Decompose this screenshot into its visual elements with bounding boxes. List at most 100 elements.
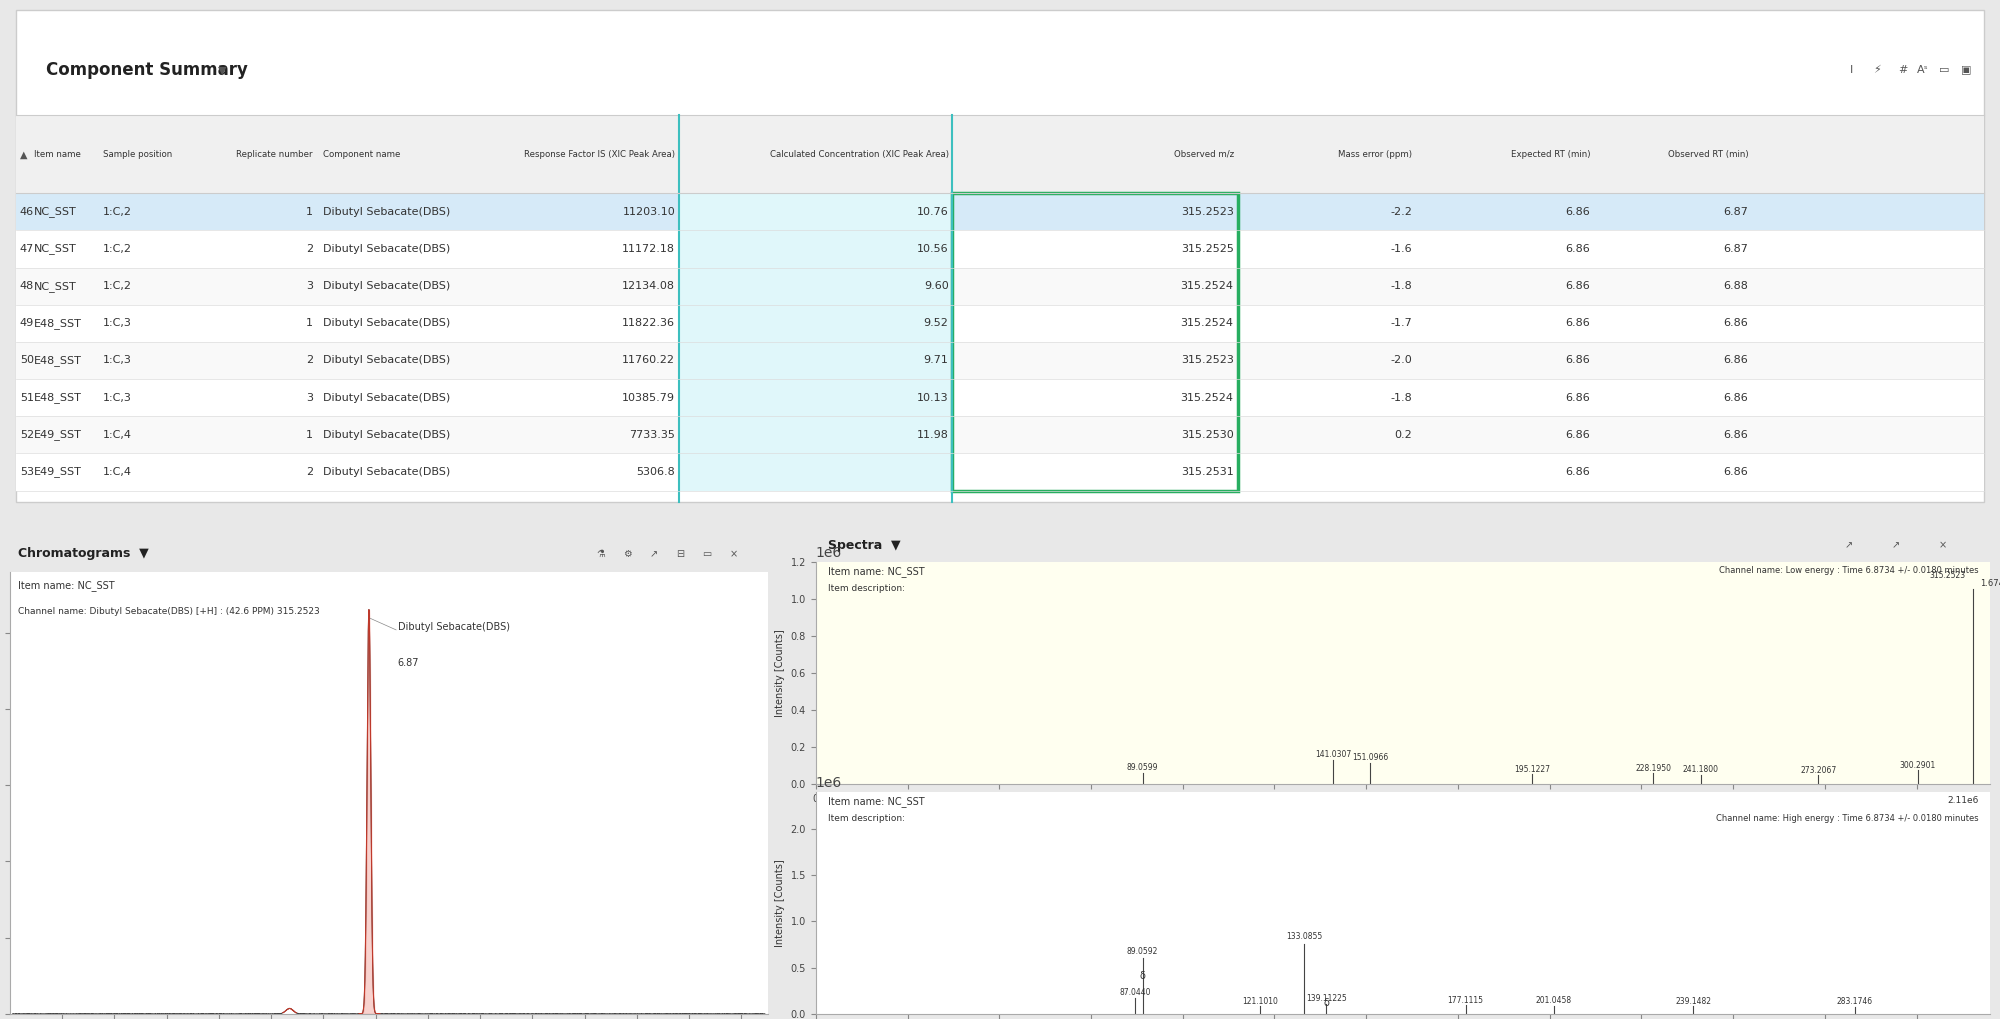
Text: Channel name: Dibutyl Sebacate(DBS) [+H] : (42.6 PPM) 315.2523: Channel name: Dibutyl Sebacate(DBS) [+H]…: [18, 607, 320, 615]
Text: Channel name: High energy : Time 6.8734 +/- 0.0180 minutes: Channel name: High energy : Time 6.8734 …: [1716, 814, 1978, 823]
Y-axis label: Intensity [Counts]: Intensity [Counts]: [776, 859, 786, 947]
Text: 87.0440: 87.0440: [1120, 988, 1150, 998]
Bar: [16, 453, 1984, 490]
Bar: [16, 379, 1984, 416]
Text: Component Summary: Component Summary: [46, 61, 248, 79]
Text: 283.1746: 283.1746: [1836, 998, 1872, 1007]
Text: 1:C,2: 1:C,2: [104, 244, 132, 254]
Text: NC_SST: NC_SST: [34, 244, 76, 255]
Text: 1:C,3: 1:C,3: [104, 356, 132, 366]
Bar: [680, 305, 952, 342]
Text: 201.0458: 201.0458: [1536, 997, 1572, 1006]
Text: 300.2901: 300.2901: [1900, 761, 1936, 769]
Text: 1: 1: [306, 318, 312, 328]
Text: 6.86: 6.86: [1566, 430, 1590, 440]
Text: Observed RT (min): Observed RT (min): [1668, 150, 1748, 159]
Text: 89.0592: 89.0592: [1126, 947, 1158, 956]
Text: 315.2523: 315.2523: [1930, 571, 1966, 580]
Text: E48_SST: E48_SST: [34, 392, 82, 404]
Text: 6.86: 6.86: [1566, 207, 1590, 217]
Text: Replicate number: Replicate number: [236, 150, 312, 159]
Text: 1:C,3: 1:C,3: [104, 392, 132, 403]
Text: 11.98: 11.98: [916, 430, 948, 440]
Bar: [680, 194, 952, 230]
Text: 89.0599: 89.0599: [1126, 763, 1158, 772]
Text: 273.2067: 273.2067: [1800, 765, 1836, 774]
Text: Dibutyl Sebacate(DBS): Dibutyl Sebacate(DBS): [322, 244, 450, 254]
Text: 10.13: 10.13: [916, 392, 948, 403]
Bar: [16, 342, 1984, 379]
Text: 315.2531: 315.2531: [1180, 467, 1234, 477]
Text: ×: ×: [730, 549, 738, 558]
Text: 6.86: 6.86: [1724, 318, 1748, 328]
Bar: [16, 416, 1984, 453]
Bar: [680, 268, 952, 305]
Text: 50: 50: [20, 356, 34, 366]
Text: NC_SST: NC_SST: [34, 280, 76, 291]
Text: 315.2524: 315.2524: [1180, 318, 1234, 328]
Text: 6.86: 6.86: [1566, 281, 1590, 291]
Text: 133.0855: 133.0855: [1286, 932, 1322, 941]
Text: Expected RT (min): Expected RT (min): [1510, 150, 1590, 159]
Text: ▭: ▭: [702, 549, 712, 558]
Text: I: I: [1850, 65, 1854, 75]
Text: ⊟: ⊟: [676, 549, 684, 558]
Text: 5306.8: 5306.8: [636, 467, 676, 477]
Text: 6.86: 6.86: [1566, 467, 1590, 477]
Text: ×: ×: [1938, 540, 1948, 550]
Text: Mass error (ppm): Mass error (ppm): [1338, 150, 1412, 159]
Text: Item description:: Item description:: [828, 814, 904, 823]
Text: ↗: ↗: [1846, 540, 1854, 550]
Text: 53: 53: [20, 467, 34, 477]
Bar: [680, 453, 952, 490]
Text: ↗: ↗: [1892, 540, 1900, 550]
Text: 6.86: 6.86: [1566, 244, 1590, 254]
Text: Item name: Item name: [34, 150, 80, 159]
Text: 139.11225: 139.11225: [1306, 995, 1346, 1004]
Text: 6.86: 6.86: [1566, 318, 1590, 328]
Text: ▲: ▲: [20, 150, 28, 159]
Text: 315.2524: 315.2524: [1180, 392, 1234, 403]
Text: 1:C,4: 1:C,4: [104, 467, 132, 477]
Text: 9.60: 9.60: [924, 281, 948, 291]
Text: -2.2: -2.2: [1390, 207, 1412, 217]
Text: Response Factor IS (XIC Peak Area): Response Factor IS (XIC Peak Area): [524, 150, 676, 159]
Text: 1: 1: [306, 430, 312, 440]
Text: 1:C,2: 1:C,2: [104, 281, 132, 291]
Text: 6.86: 6.86: [1566, 392, 1590, 403]
Bar: [680, 230, 952, 268]
Text: 6.88: 6.88: [1724, 281, 1748, 291]
Text: 177.1115: 177.1115: [1448, 996, 1484, 1005]
Text: Dibutyl Sebacate(DBS): Dibutyl Sebacate(DBS): [322, 281, 450, 291]
Text: ⚙: ⚙: [624, 549, 632, 558]
Text: 315.2525: 315.2525: [1180, 244, 1234, 254]
Text: Sample position: Sample position: [104, 150, 172, 159]
Text: #: #: [1898, 65, 1908, 75]
Text: 2: 2: [306, 467, 312, 477]
Text: Dibutyl Sebacate(DBS): Dibutyl Sebacate(DBS): [322, 467, 450, 477]
Bar: [16, 194, 1984, 230]
Text: ⚡: ⚡: [1874, 65, 1882, 75]
Text: δ: δ: [1140, 970, 1146, 980]
Text: ▭: ▭: [1940, 65, 1950, 75]
Text: Component name: Component name: [322, 150, 400, 159]
Text: 6.86: 6.86: [1566, 356, 1590, 366]
Text: 11203.10: 11203.10: [622, 207, 676, 217]
Text: Aˢ: Aˢ: [1916, 65, 1928, 75]
Text: 3: 3: [306, 392, 312, 403]
Text: 315.2523: 315.2523: [1180, 207, 1234, 217]
Text: Item name: NC_SST: Item name: NC_SST: [828, 567, 924, 577]
Text: 47: 47: [20, 244, 34, 254]
Text: Calculated Concentration (XIC Peak Area): Calculated Concentration (XIC Peak Area): [770, 150, 948, 159]
Y-axis label: Intensity [Counts]: Intensity [Counts]: [776, 629, 786, 716]
Text: Dibutyl Sebacate(DBS): Dibutyl Sebacate(DBS): [398, 622, 510, 632]
Text: E48_SST: E48_SST: [34, 355, 82, 366]
Text: Dibutyl Sebacate(DBS): Dibutyl Sebacate(DBS): [322, 318, 450, 328]
Text: 3: 3: [306, 281, 312, 291]
Text: -1.6: -1.6: [1390, 244, 1412, 254]
Bar: [16, 268, 1984, 305]
Text: δ: δ: [1324, 999, 1330, 1009]
Text: 228.1950: 228.1950: [1636, 764, 1672, 772]
Bar: [16, 230, 1984, 268]
Text: 2: 2: [306, 244, 312, 254]
